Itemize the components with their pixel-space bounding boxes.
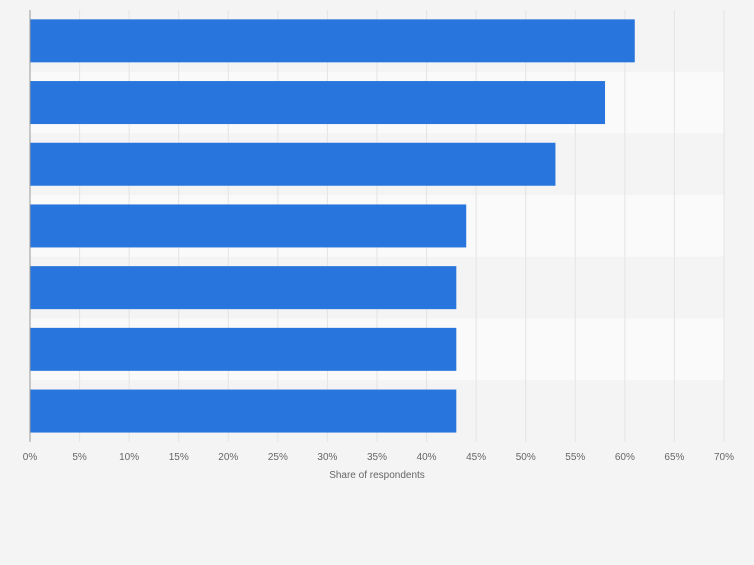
x-tick-label: 30% — [317, 452, 337, 463]
x-axis-tick-labels: 0% 5% 10% 15% 20% 25% 30% 35% 40% 45% 50% 55% 60% 65%… — [23, 452, 734, 463]
x-tick-label: 15% — [169, 452, 189, 463]
x-tick-label: 20% — [218, 452, 238, 463]
bar — [30, 266, 457, 310]
bar — [30, 142, 556, 186]
x-axis-title: Share of respondents — [329, 470, 425, 481]
x-tick-label: 10% — [119, 452, 139, 463]
bar — [30, 204, 467, 248]
x-tick-label: 70% — [714, 452, 734, 463]
bar — [30, 19, 635, 63]
x-tick-label: 60% — [615, 452, 635, 463]
bar — [30, 81, 606, 125]
x-tick-label: 40% — [417, 452, 437, 463]
x-tick-label: 50% — [516, 452, 536, 463]
x-tick-label: 5% — [72, 452, 87, 463]
x-tick-label: 65% — [664, 452, 684, 463]
x-tick-label: 55% — [565, 452, 585, 463]
bar — [30, 389, 457, 433]
x-tick-label: 0% — [23, 452, 38, 463]
x-tick-label: 25% — [268, 452, 288, 463]
x-tick-label: 45% — [466, 452, 486, 463]
x-tick-label: 35% — [367, 452, 387, 463]
bars — [30, 19, 635, 433]
bar — [30, 327, 457, 371]
